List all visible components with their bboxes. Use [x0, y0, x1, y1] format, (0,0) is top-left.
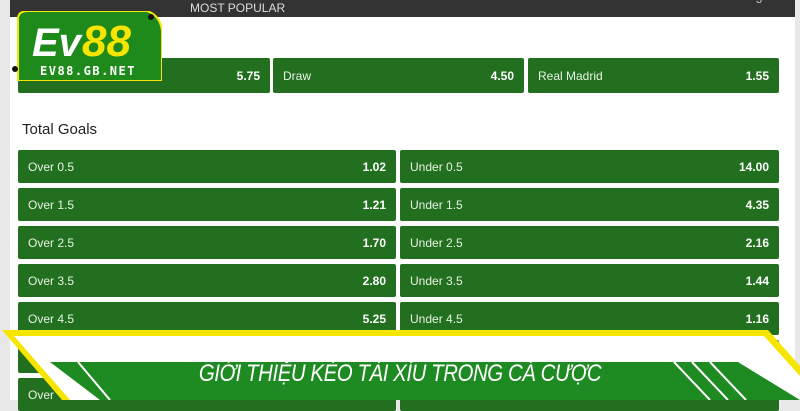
odds-label: Over 1.5	[28, 197, 75, 212]
svg-text:EV88.GB.NET: EV88.GB.NET	[40, 64, 136, 78]
odds-value: 1.21	[362, 197, 386, 212]
odds-value: 1.44	[745, 273, 769, 288]
section-title: Total Goals	[22, 121, 98, 138]
odds-label: Over 4.5	[28, 311, 75, 326]
under-odds-button[interactable]: Under 4.5 1.16	[400, 302, 779, 335]
under-odds-button[interactable]: Under 0.5 14.00	[400, 150, 779, 183]
svg-text:Ev: Ev	[32, 21, 84, 65]
odds-value: 4.50	[490, 68, 514, 83]
odds-draw[interactable]: Draw 4.50	[273, 58, 524, 93]
over-odds-button[interactable]: Over 3.5 2.80	[18, 264, 396, 297]
market-header: MOST POPULAR 3	[10, 0, 795, 17]
odds-label: Over	[28, 387, 55, 402]
odds-label: Over 2.5	[28, 235, 75, 250]
odds-label: Under 0.5	[410, 159, 463, 174]
odds-value: 1.16	[745, 311, 769, 326]
odds-value: 1.02	[362, 159, 386, 174]
odds-label: Over 3.5	[28, 273, 75, 288]
odds-value: 2.80	[362, 273, 386, 288]
odds-value: 2.16	[745, 235, 769, 250]
under-odds-button[interactable]: Under 1.5 4.35	[400, 188, 779, 221]
odds-label: Under 2.5	[410, 235, 463, 250]
over-odds-button[interactable]: Over 2.5 1.70	[18, 226, 396, 259]
odds-value: 4.35	[745, 197, 769, 212]
over-odds-button[interactable]: Over 1.5 1.21	[18, 188, 396, 221]
odds-label: Real Madrid	[538, 68, 603, 83]
over-odds-button[interactable]: Over 0.5 1.02	[18, 150, 396, 183]
odds-label: Under 4.5	[410, 311, 463, 326]
odds-value: 5.25	[362, 311, 386, 326]
odds-value: 14.00	[738, 159, 769, 174]
odds-value: 1.70	[362, 235, 386, 250]
ev88-logo: Ev 88 EV88.GB.NET	[12, 11, 162, 81]
banner-title: GIỚI THIỆU KÈO TÀI XỈU TRONG CÁ CƯỢC	[198, 360, 602, 387]
odds-value: 5.75	[236, 68, 260, 83]
header-title: MOST POPULAR	[190, 1, 286, 15]
odds-label: Under 1.5	[410, 197, 463, 212]
under-odds-button[interactable]: Under 3.5 1.44	[400, 264, 779, 297]
under-odds-button[interactable]: Under 2.5 2.16	[400, 226, 779, 259]
header-count: 3	[756, 0, 763, 6]
odds-away[interactable]: Real Madrid 1.55	[528, 58, 779, 93]
svg-text:88: 88	[82, 17, 131, 66]
banner-ribbon	[2, 330, 800, 400]
odds-label: Draw	[283, 68, 312, 83]
over-odds-button[interactable]: Over 4.5 5.25	[18, 302, 396, 335]
odds-label: Over 0.5	[28, 159, 75, 174]
odds-label: Under 3.5	[410, 273, 463, 288]
odds-value: 1.55	[745, 68, 769, 83]
